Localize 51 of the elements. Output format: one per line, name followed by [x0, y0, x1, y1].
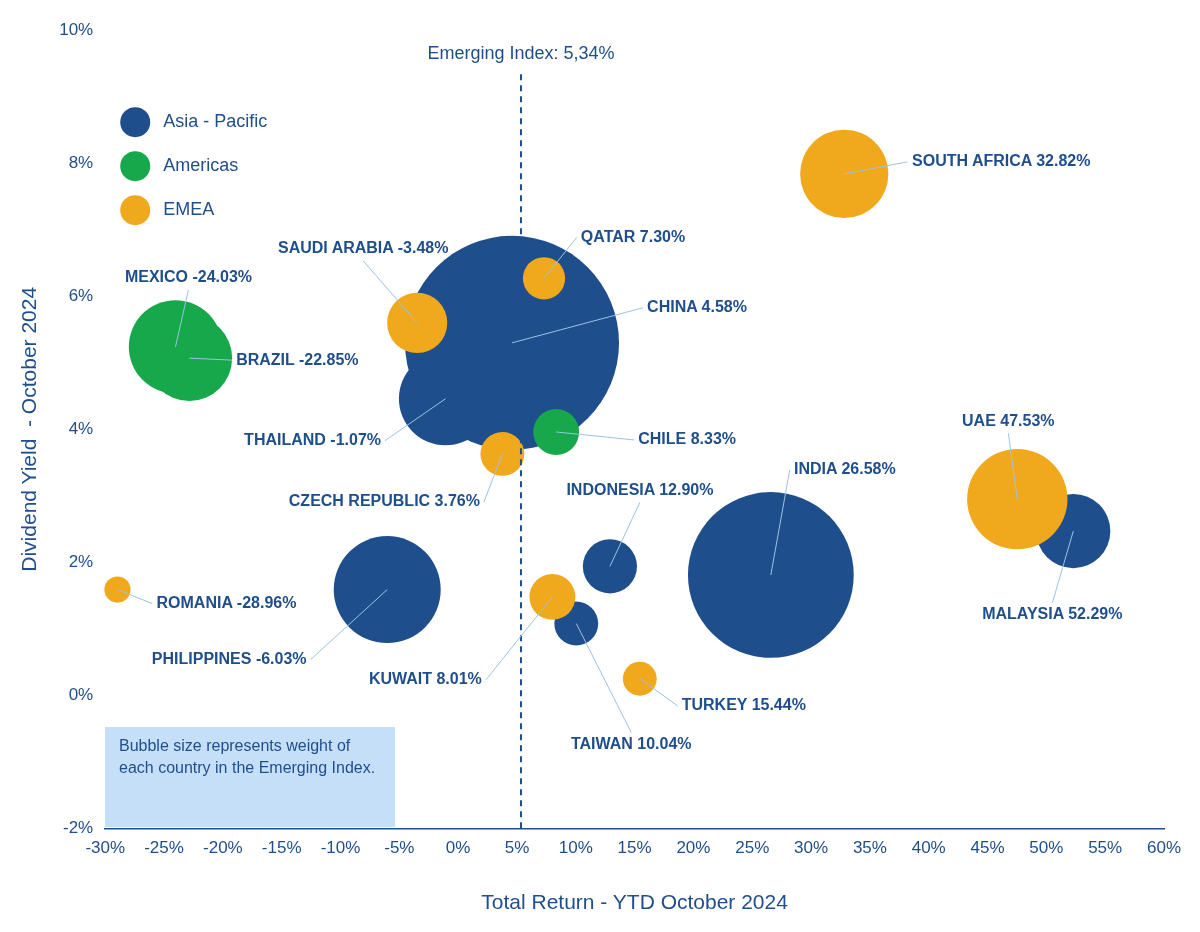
x-tick-label: 45%	[970, 838, 1005, 858]
annotation: MALAYSIA 52.29%	[982, 605, 1123, 623]
annotation: UAE 47.53%	[962, 411, 1055, 429]
x-tick-label: -30%	[85, 838, 126, 858]
ref-line-label: Emerging Index: 5,34%	[427, 43, 615, 64]
legend-label: EMEA	[163, 199, 215, 220]
y-tick-label: 8%	[68, 152, 94, 172]
annotation: KUWAIT 8.01%	[368, 670, 482, 688]
x-tick-label: 60%	[1146, 838, 1182, 858]
x-tick-label: 20%	[676, 838, 711, 858]
x-tick-label: 5%	[504, 838, 530, 858]
x-tick-label: 50%	[1029, 838, 1064, 858]
annotation: INDIA 26.58%	[794, 460, 896, 478]
legend-label: Asia - Pacific	[163, 111, 268, 132]
y-tick-label: 0%	[68, 685, 94, 705]
annotation: CZECH REPUBLIC 3.76%	[288, 492, 480, 510]
x-tick-label: 40%	[911, 838, 946, 858]
legend-label: Americas	[163, 155, 239, 176]
y-axis-title: Dividend Yield - October 2024	[17, 286, 41, 572]
x-tick-label: -25%	[144, 838, 184, 858]
x-tick-label: 35%	[852, 838, 887, 858]
x-tick-label: -10%	[320, 838, 361, 858]
y-tick-label: 4%	[68, 418, 94, 438]
annotation: MEXICO -24.03%	[124, 268, 253, 286]
y-tick-label: -2%	[62, 818, 94, 838]
x-tick-label: -15%	[261, 838, 302, 858]
x-tick-label: -5%	[384, 838, 415, 858]
annotation: BRAZIL -22.85%	[236, 350, 359, 368]
annotation: ROMANIA -28.96%	[156, 594, 297, 612]
annotation: SAUDI ARABIA -3.48%	[278, 239, 449, 257]
annotation: TAIWAN 10.04%	[570, 734, 692, 752]
x-tick-label: 30%	[794, 838, 829, 858]
note-box: Bubble size represents weight of each country in the Emerging Index.	[105, 727, 395, 827]
annotation: PHILIPPINES -6.03%	[151, 650, 307, 668]
x-tick-label: 0%	[445, 838, 471, 858]
annotation: TURKEY 15.44%	[681, 696, 806, 714]
y-tick-label: 2%	[68, 552, 94, 572]
x-tick-label: 15%	[617, 838, 652, 858]
annotation: CHINA 4.58%	[647, 298, 747, 316]
x-tick-label: 25%	[735, 838, 770, 858]
x-tick-label: 55%	[1088, 838, 1123, 858]
annotation: THAILAND -1.07%	[244, 431, 382, 449]
x-tick-label: -20%	[203, 838, 243, 858]
annotation: INDONESIA 12.90%	[566, 480, 714, 498]
y-tick-label: 6%	[68, 285, 94, 305]
x-axis-title: Total Return - YTD October 2024	[481, 890, 789, 914]
annotation: SOUTH AFRICA 32.82%	[912, 152, 1091, 170]
x-tick-label: 10%	[558, 838, 593, 858]
annotation: QATAR 7.30%	[580, 227, 686, 245]
y-tick-label: 10%	[59, 19, 94, 39]
annotation: CHILE 8.33%	[638, 430, 737, 448]
